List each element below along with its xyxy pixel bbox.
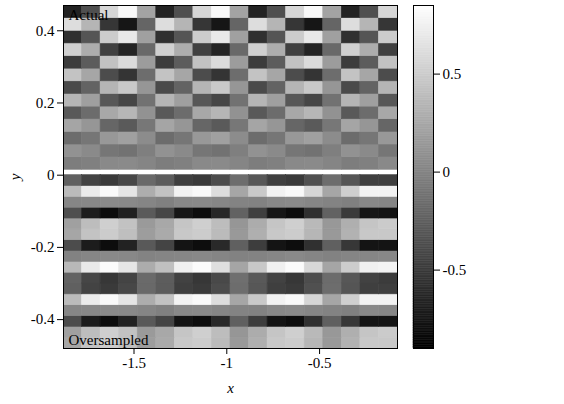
svg-text:0.5: 0.5 xyxy=(443,66,462,82)
svg-text:0.4: 0.4 xyxy=(36,23,55,39)
svg-text:0.2: 0.2 xyxy=(36,95,55,111)
svg-text:0: 0 xyxy=(47,167,55,183)
svg-text:-0.5: -0.5 xyxy=(308,355,332,371)
svg-text:-1: -1 xyxy=(221,355,234,371)
svg-text:-0.2: -0.2 xyxy=(31,239,55,255)
svg-text:-1.5: -1.5 xyxy=(122,355,146,371)
svg-text:y: y xyxy=(7,173,23,182)
svg-text:-0.5: -0.5 xyxy=(443,262,467,278)
svg-text:Oversampled: Oversampled xyxy=(69,332,149,348)
svg-text:-0.4: -0.4 xyxy=(31,311,55,327)
svg-text:Actual: Actual xyxy=(69,7,109,23)
svg-text:0: 0 xyxy=(443,164,451,180)
svg-text:x: x xyxy=(226,380,234,396)
